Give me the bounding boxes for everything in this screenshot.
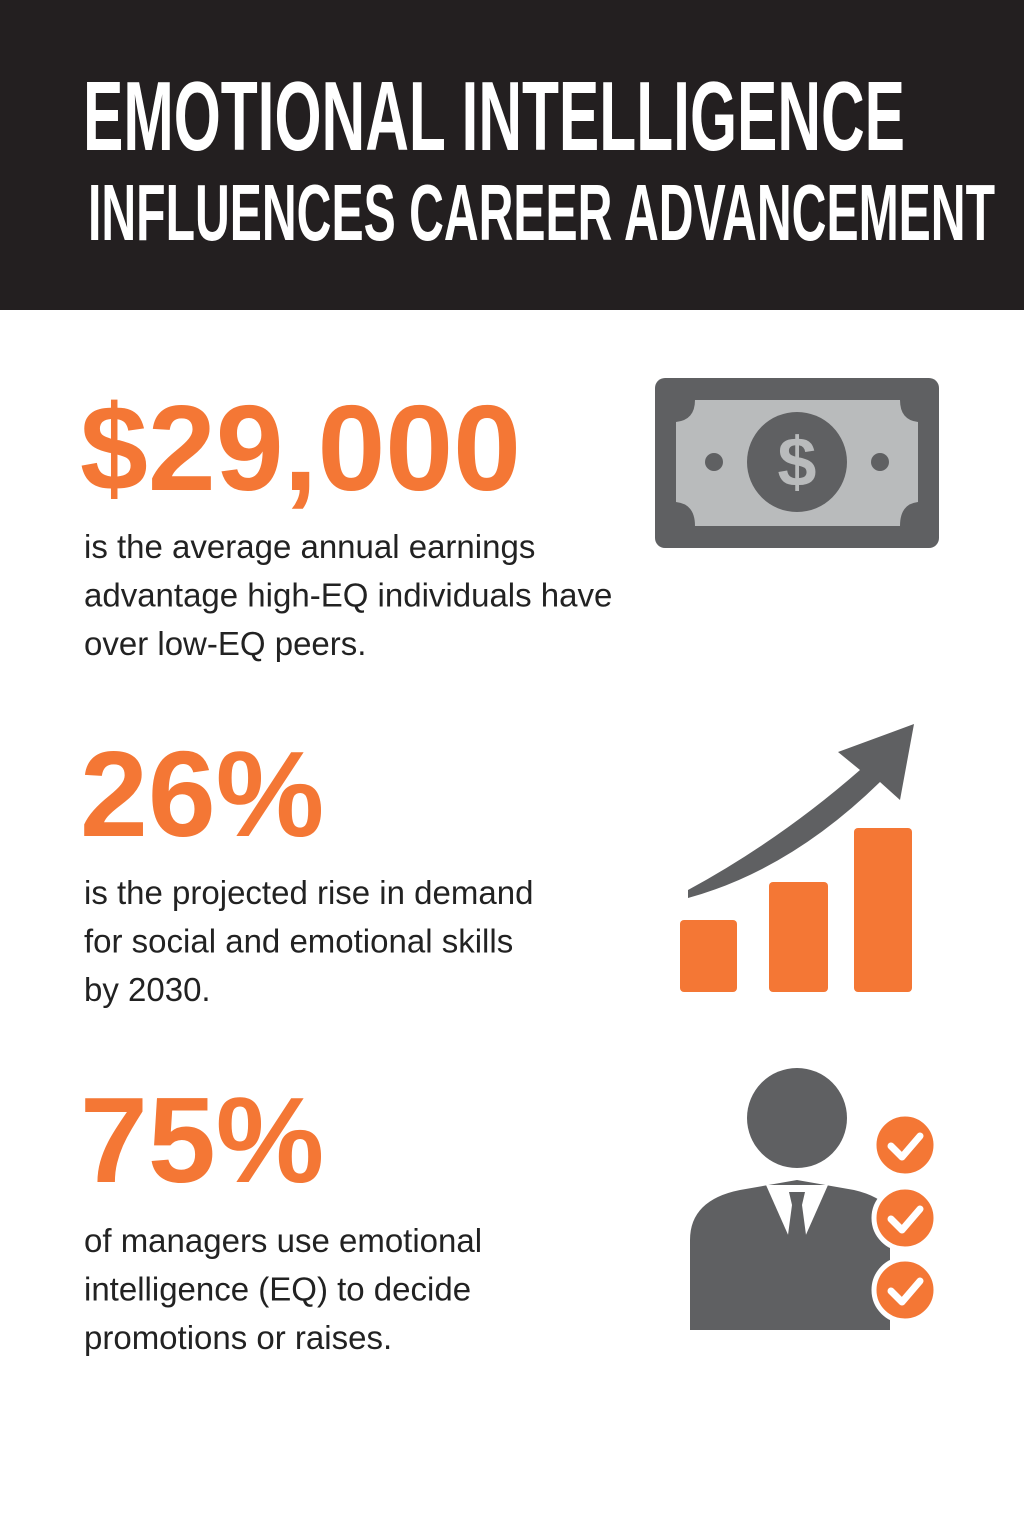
stat-description: is the average annual earnings <box>84 528 535 565</box>
header-band <box>0 0 1024 310</box>
growth-icon <box>680 724 914 992</box>
stat-description: by 2030. <box>84 971 211 1008</box>
stat-description: over low-EQ peers. <box>84 625 366 662</box>
stat-value: $29,000 <box>80 380 521 516</box>
title-line: EMOTIONAL INTELLIGENCE <box>83 61 905 171</box>
stat-description: promotions or raises. <box>84 1319 392 1356</box>
stat-description: for social and emotional skills <box>84 923 513 960</box>
stat-value: 26% <box>80 726 324 862</box>
title-line: INFLUENCES CAREER ADVANCEMENT <box>88 168 995 257</box>
stat-description: of managers use emotional <box>84 1222 482 1259</box>
money-icon: $ <box>655 378 939 548</box>
stat-description: intelligence (EQ) to decide <box>84 1271 471 1308</box>
person-icon <box>690 1068 939 1330</box>
svg-text:$: $ <box>778 423 817 501</box>
stat-description: advantage high-EQ individuals have <box>84 577 612 614</box>
stat-description: is the projected rise in demand <box>84 874 533 911</box>
stat-value: 75% <box>80 1072 324 1208</box>
